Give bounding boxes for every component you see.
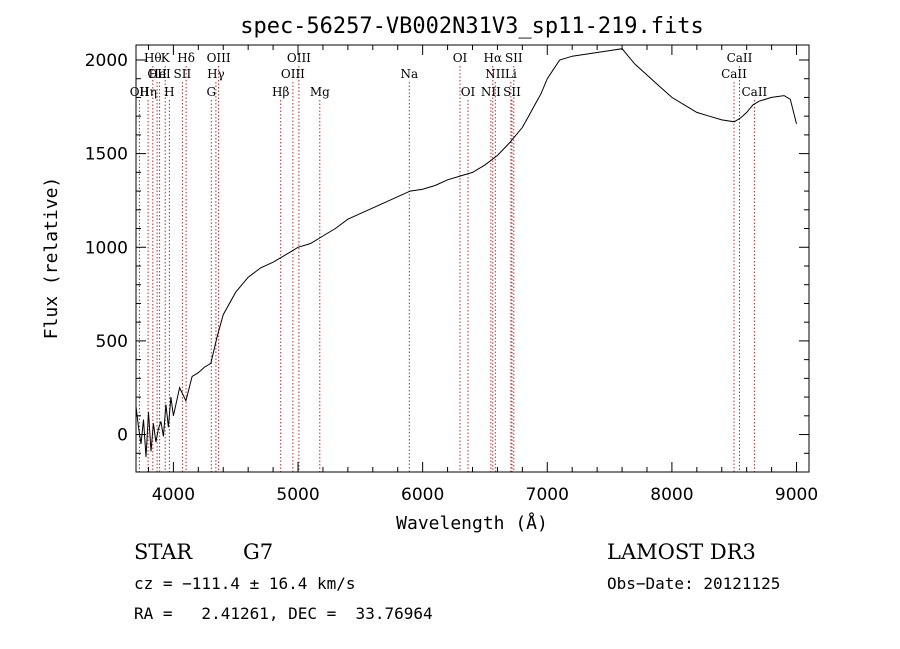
x-axis: 4000 5000 6000 7000 8000 9000 <box>147 45 818 505</box>
x-tick-label-3: 7000 <box>526 485 569 505</box>
object-class: STAR <box>134 540 193 564</box>
chart-title: spec-56257-VB002N31V3_sp11-219.fits <box>240 14 704 39</box>
line-marker-label-14: Na <box>400 67 418 81</box>
line-marker-label-3: OIII <box>207 51 231 65</box>
coordinates-readout: RA = 2.41261, DEC = 33.76964 <box>134 604 433 623</box>
line-marker-label-17: CaII <box>721 67 747 81</box>
x-tick-label-4: 8000 <box>650 485 693 505</box>
line-marker-label-7: SII <box>505 51 523 65</box>
y-tick-label-3: 1500 <box>85 145 128 165</box>
line-marker-label-2: Hδ <box>177 51 195 65</box>
flux-series-line <box>135 48 797 458</box>
x-axis-label: Wavelength (Å) <box>396 512 548 534</box>
y-tick-label-4: 2000 <box>85 51 128 71</box>
x-tick-label-2: 6000 <box>401 485 444 505</box>
line-marker-label-1: K <box>161 51 171 65</box>
line-marker-label-21: G <box>207 85 217 99</box>
survey-name: LAMOST DR3 <box>607 540 756 564</box>
line-marker-label-12: Hγ <box>207 67 225 81</box>
plot-frame <box>135 44 810 473</box>
line-marker-label-13: OIII <box>281 67 305 81</box>
line-marker-label-4: OIII <box>287 51 311 65</box>
line-marker-label-15: NII <box>485 67 505 81</box>
line-marker-label-24: OI <box>461 85 476 99</box>
y-axis: 0 500 1000 1500 2000 <box>85 51 809 454</box>
obs-date: Obs−Date: 20121125 <box>607 574 781 593</box>
y-tick-label-1: 500 <box>96 332 128 352</box>
y-axis-label: Flux (relative) <box>41 177 62 340</box>
x-tick-label-5: 9000 <box>775 485 818 505</box>
line-marker-label-11: SII <box>174 67 192 81</box>
line-marker-label-20: H <box>164 85 174 99</box>
line-marker-label-16: Li <box>505 67 517 81</box>
line-marker-label-26: SII <box>503 85 521 99</box>
line-marker-label-0: Hθ <box>144 51 162 65</box>
line-marker-label-19: Hη <box>139 85 157 99</box>
y-tick-label-0: 0 <box>117 426 128 446</box>
velocity-readout: cz = −111.4 ± 16.4 km/s <box>134 574 356 593</box>
line-marker-label-9: OII <box>147 67 167 81</box>
line-marker-label-23: Mg <box>310 85 330 99</box>
x-tick-label-0: 4000 <box>152 485 195 505</box>
x-tick-label-1: 5000 <box>276 485 319 505</box>
line-marker-label-5: OI <box>453 51 468 65</box>
line-marker-label-18: OII <box>130 85 150 99</box>
line-marker-label-22: Hβ <box>272 85 289 99</box>
line-marker-group <box>138 66 755 472</box>
line-marker-label-25: NII <box>481 85 501 99</box>
line-marker-label-10: HeI <box>148 67 171 81</box>
y-tick-label-2: 1000 <box>85 238 128 258</box>
line-marker-label-8: CaII <box>727 51 753 65</box>
object-subclass: G7 <box>243 540 274 564</box>
line-marker-label-6: Hα <box>484 51 503 65</box>
line-marker-label-27: CaII <box>741 85 767 99</box>
